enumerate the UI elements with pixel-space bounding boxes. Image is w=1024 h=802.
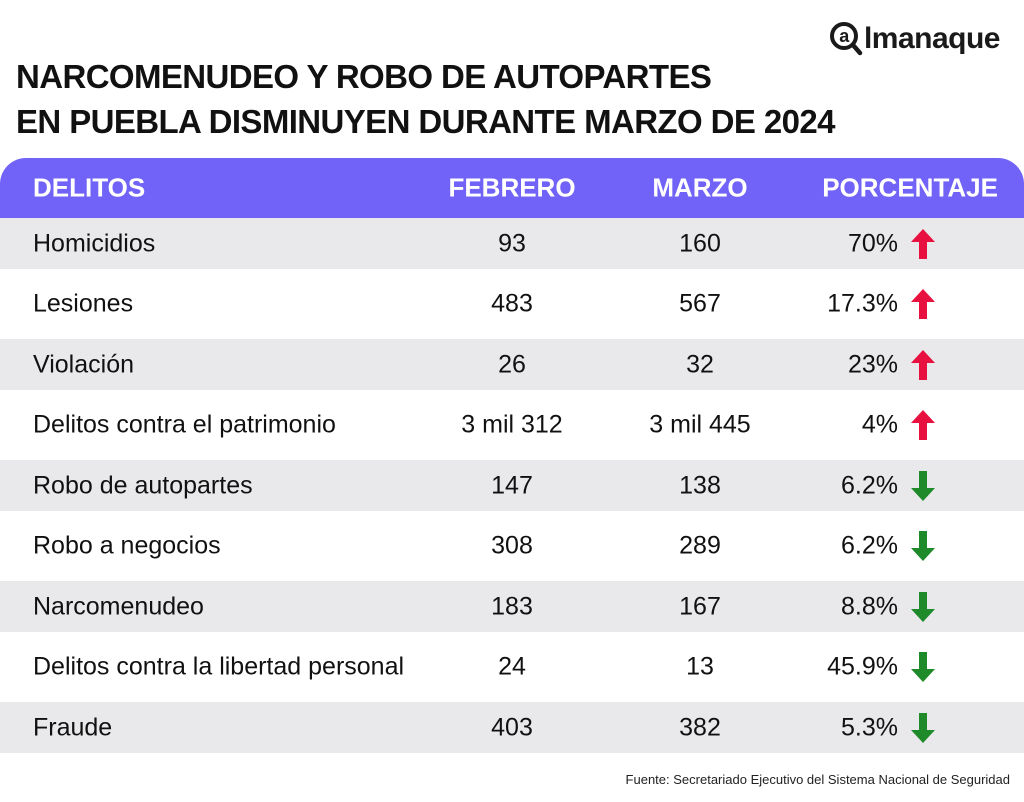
cell-febrero: 403: [491, 713, 533, 741]
arrow-up-icon: [911, 349, 935, 380]
cell-delito: Robo a negocios: [33, 531, 221, 560]
page-title: NARCOMENUDEO Y ROBO DE AUTOPARTES EN PUE…: [16, 54, 835, 144]
header-febrero: FEBRERO: [448, 172, 576, 203]
cell-marzo: 160: [679, 229, 721, 257]
magnifier-at-icon: a: [829, 22, 863, 56]
cell-marzo: 289: [679, 531, 721, 560]
table-row: Fraude 403 382 5.3%: [0, 702, 1024, 753]
cell-porcentaje: 5.3%: [841, 713, 898, 741]
cell-porcentaje: 23%: [847, 350, 898, 378]
arrow-up-icon: [911, 410, 935, 440]
table-row: Homicidios 93 160 70%: [0, 218, 1024, 269]
cell-porcentaje: 8.8%: [841, 592, 898, 620]
table-row: Lesiones 483 567 17.3%: [0, 269, 1024, 339]
header-porcentaje: PORCENTAJE: [822, 172, 998, 203]
table-row: Narcomenudeo 183 167 8.8%: [0, 581, 1024, 632]
table-row: Violación 26 32 23%: [0, 339, 1024, 390]
arrow-down-icon: [911, 652, 935, 682]
cell-porcentaje: 17.3%: [827, 289, 898, 318]
arrow-up-icon: [911, 228, 935, 259]
cell-marzo: 567: [679, 289, 721, 318]
cell-marzo: 382: [679, 713, 721, 741]
cell-delito: Narcomenudeo: [33, 592, 204, 620]
cell-marzo: 13: [686, 652, 714, 681]
cell-delito: Lesiones: [33, 289, 134, 318]
cell-febrero: 147: [491, 471, 533, 499]
cell-febrero: 24: [498, 652, 526, 681]
cell-febrero: 26: [498, 350, 526, 378]
cell-marzo: 32: [686, 350, 714, 378]
cell-febrero: 93: [498, 229, 526, 257]
header-marzo: MARZO: [652, 172, 748, 203]
almanaque-logo: a lmanaque: [829, 20, 1001, 58]
svg-text:a: a: [839, 26, 850, 46]
cell-febrero: 483: [491, 289, 533, 318]
cell-delito: Violación: [33, 350, 135, 378]
header-delitos: DELITOS: [33, 172, 146, 203]
title-line-2: EN PUEBLA DISMINUYEN DURANTE MARZO DE 20…: [16, 103, 835, 140]
table-row: Robo a negocios 308 289 6.2%: [0, 511, 1024, 581]
cell-marzo: 138: [679, 471, 721, 499]
cell-delito: Robo de autopartes: [33, 471, 253, 499]
crime-table: DELITOS FEBRERO MARZO PORCENTAJE Homicid…: [0, 158, 1024, 753]
table-row: Robo de autopartes 147 138 6.2%: [0, 460, 1024, 511]
cell-delito: Delitos contra la libertad personal: [33, 652, 405, 681]
cell-marzo: 167: [679, 592, 721, 620]
cell-delito: Delitos contra el patrimonio: [33, 410, 336, 439]
arrow-down-icon: [911, 531, 935, 561]
cell-porcentaje: 70%: [847, 229, 898, 257]
cell-porcentaje: 6.2%: [841, 531, 898, 560]
cell-febrero: 183: [491, 592, 533, 620]
cell-febrero: 308: [491, 531, 533, 560]
cell-porcentaje: 4%: [861, 410, 898, 439]
cell-delito: Homicidios: [33, 229, 156, 257]
arrow-up-icon: [911, 289, 935, 319]
arrow-down-icon: [911, 470, 935, 501]
table-row: Delitos contra la libertad personal 24 13 4…: [0, 632, 1024, 702]
cell-porcentaje: 45.9%: [827, 652, 898, 681]
cell-febrero: 3 mil 312: [461, 410, 563, 439]
source-note: Fuente: Secretariado Ejecutivo del Siste…: [625, 772, 1010, 787]
cell-porcentaje: 6.2%: [841, 471, 898, 499]
table-row: Delitos contra el patrimonio 3 mil 312 3 m…: [0, 390, 1024, 460]
cell-marzo: 3 mil 445: [649, 410, 751, 439]
cell-delito: Fraude: [33, 713, 113, 741]
title-line-1: NARCOMENUDEO Y ROBO DE AUTOPARTES: [16, 58, 712, 95]
table-header: DELITOS FEBRERO MARZO PORCENTAJE: [0, 158, 1024, 218]
arrow-down-icon: [911, 591, 935, 622]
arrow-down-icon: [911, 712, 935, 743]
